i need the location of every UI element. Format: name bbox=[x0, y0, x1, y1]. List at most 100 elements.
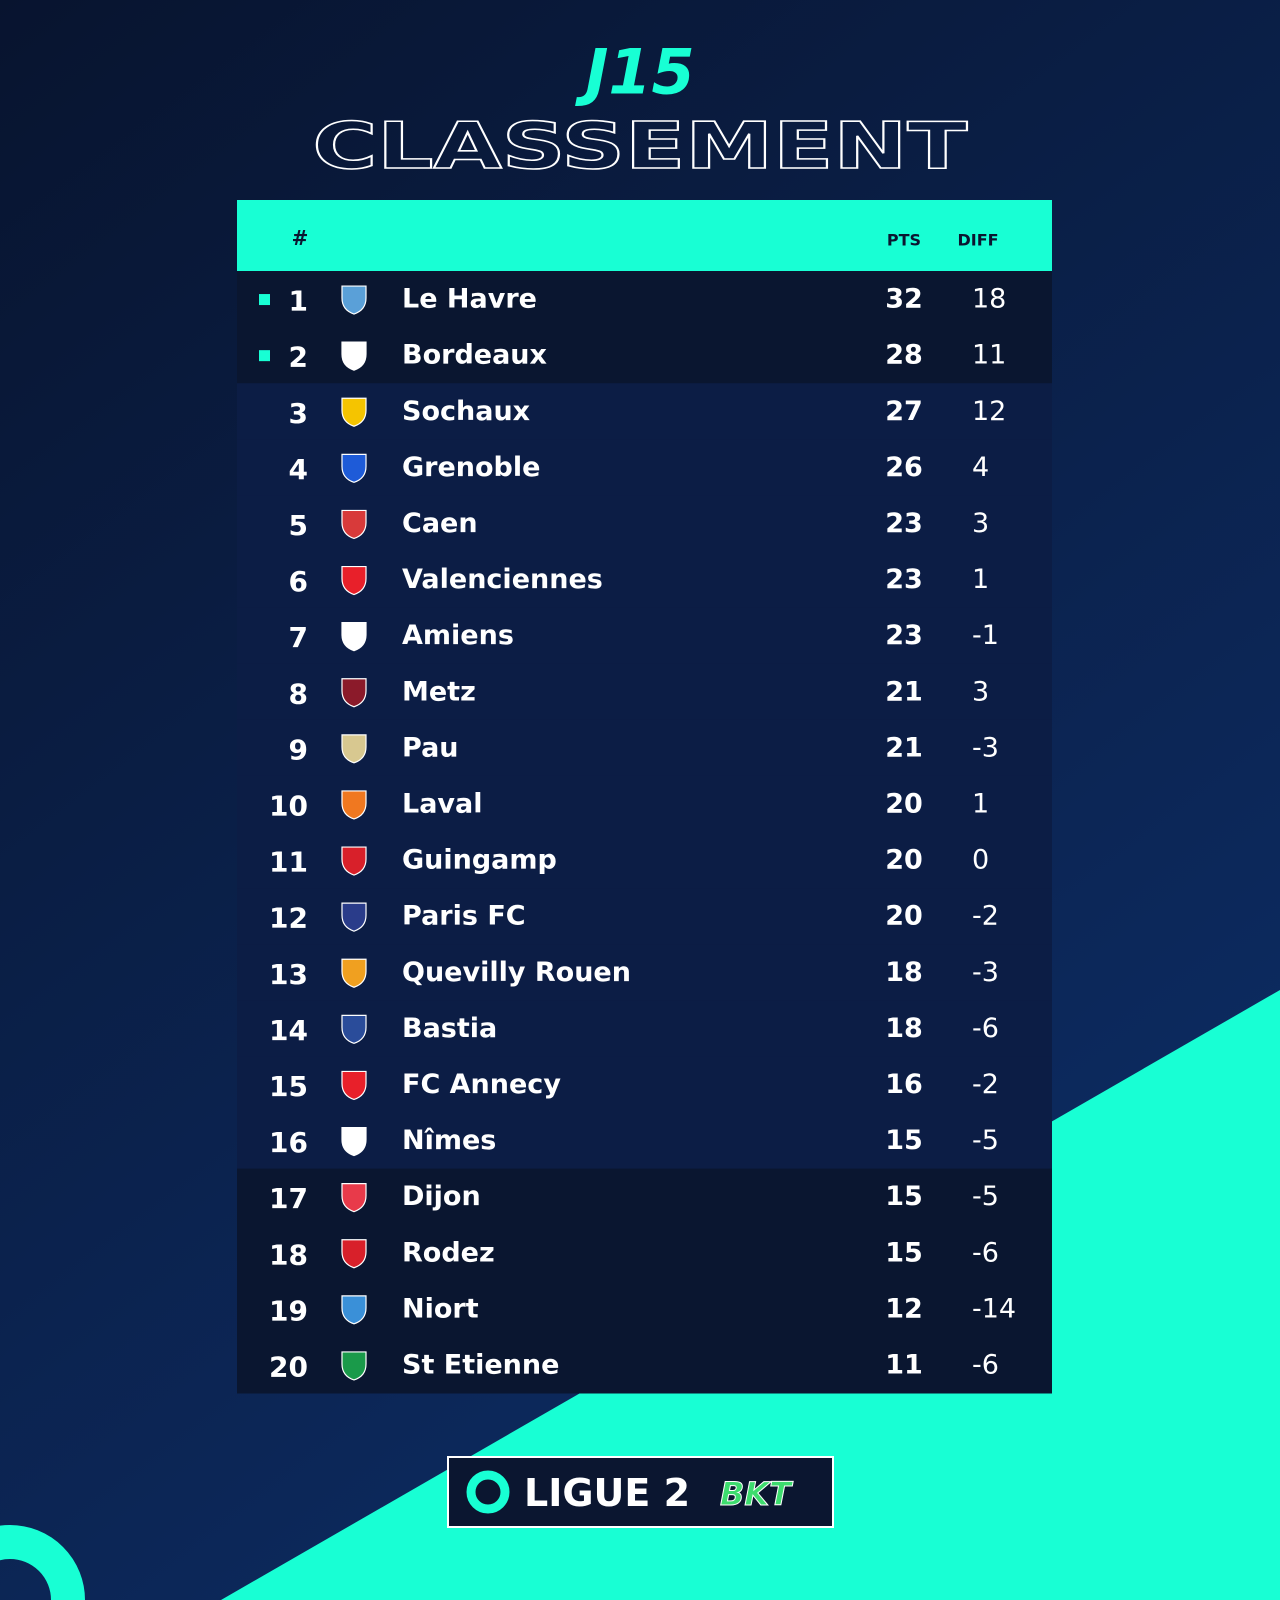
team-name: Valenciennes bbox=[402, 564, 603, 595]
team-crest bbox=[341, 1351, 367, 1381]
table-row bbox=[237, 1224, 1052, 1282]
diff-header: DIFF bbox=[957, 231, 998, 250]
round-title: J15 bbox=[574, 36, 694, 109]
team-crest bbox=[341, 902, 367, 932]
rank-header: # bbox=[292, 226, 309, 250]
rank: 5 bbox=[289, 509, 308, 542]
points: 23 bbox=[885, 508, 923, 539]
rank: 20 bbox=[269, 1350, 308, 1383]
table-row bbox=[237, 944, 1052, 1001]
table-row bbox=[237, 1168, 1052, 1226]
goal-difference: -14 bbox=[972, 1293, 1016, 1324]
table-row bbox=[237, 1000, 1052, 1057]
rank: 19 bbox=[269, 1294, 308, 1327]
league-logo bbox=[466, 1470, 510, 1514]
points: 18 bbox=[885, 1013, 923, 1044]
goal-difference: -1 bbox=[972, 620, 999, 651]
rank: 10 bbox=[269, 789, 308, 822]
team-crest bbox=[341, 1014, 367, 1044]
sponsor-name: BKT bbox=[720, 1475, 793, 1513]
points: 27 bbox=[885, 396, 923, 427]
corner-logo bbox=[0, 1525, 85, 1600]
rank: 1 bbox=[289, 285, 308, 318]
team-name: Niort bbox=[402, 1293, 479, 1324]
promotion-marker bbox=[259, 350, 270, 362]
points: 18 bbox=[885, 957, 923, 988]
team-crest bbox=[341, 678, 367, 708]
page-title: CLASSEMENT bbox=[313, 110, 968, 184]
goal-difference: -2 bbox=[972, 1069, 999, 1100]
points: 21 bbox=[885, 676, 923, 707]
table-row bbox=[237, 439, 1052, 496]
goal-difference: 1 bbox=[972, 564, 989, 595]
table-row bbox=[237, 1336, 1052, 1394]
team-name: Laval bbox=[402, 788, 483, 819]
table-row bbox=[237, 607, 1052, 665]
goal-difference: -3 bbox=[972, 957, 999, 988]
rank: 9 bbox=[289, 733, 308, 766]
table-row bbox=[237, 551, 1052, 609]
goal-difference: -5 bbox=[972, 1181, 999, 1212]
team-crest bbox=[341, 565, 367, 596]
points: 23 bbox=[885, 620, 923, 651]
goal-difference: 1 bbox=[972, 788, 989, 819]
team-name: Guingamp bbox=[402, 845, 557, 876]
rank: 11 bbox=[269, 846, 308, 879]
table-row bbox=[237, 832, 1052, 889]
rank: 7 bbox=[289, 621, 308, 654]
points: 20 bbox=[885, 845, 923, 876]
table-header bbox=[237, 200, 1052, 271]
rank: 14 bbox=[269, 1014, 308, 1047]
points: 15 bbox=[885, 1125, 923, 1156]
team-crest bbox=[341, 1239, 367, 1269]
table-row bbox=[237, 327, 1052, 384]
rank: 2 bbox=[289, 341, 308, 374]
goal-difference: 11 bbox=[972, 340, 1006, 371]
points: 20 bbox=[885, 901, 923, 932]
team-name: FC Annecy bbox=[402, 1069, 561, 1100]
team-crest bbox=[341, 509, 367, 540]
rank: 4 bbox=[289, 453, 308, 486]
team-name: Bastia bbox=[402, 1013, 497, 1044]
rank: 8 bbox=[289, 677, 308, 710]
team-crest bbox=[341, 1295, 367, 1325]
team-crest bbox=[341, 453, 367, 483]
table-row bbox=[237, 271, 1052, 328]
table-row bbox=[237, 775, 1052, 833]
league-name: LIGUE 2 bbox=[524, 1471, 690, 1515]
table-body: 1 Le Havre 32 182 Bordeaux 28 113 Sochaux 27 124 G… bbox=[237, 271, 1052, 1394]
rank: 3 bbox=[289, 397, 308, 430]
team-name: St Etienne bbox=[402, 1349, 559, 1380]
rank: 16 bbox=[269, 1126, 308, 1159]
team-name: Dijon bbox=[402, 1181, 481, 1212]
table-row bbox=[237, 888, 1052, 945]
team-name: Pau bbox=[402, 732, 459, 763]
promotion-marker bbox=[259, 294, 270, 306]
goal-difference: 3 bbox=[972, 508, 989, 539]
team-crest bbox=[341, 790, 367, 820]
points: 32 bbox=[885, 284, 923, 315]
team-name: Quevilly Rouen bbox=[402, 957, 631, 988]
rank: 13 bbox=[269, 958, 308, 991]
goal-difference: 0 bbox=[972, 845, 989, 876]
goal-difference: -6 bbox=[972, 1349, 999, 1380]
points: 21 bbox=[885, 732, 923, 763]
team-name: Metz bbox=[402, 676, 476, 707]
team-name: Grenoble bbox=[402, 452, 540, 483]
rank: 12 bbox=[269, 902, 308, 935]
points: 28 bbox=[885, 340, 923, 371]
goal-difference: 4 bbox=[972, 452, 989, 483]
points: 23 bbox=[885, 564, 923, 595]
table-row bbox=[237, 719, 1052, 777]
league-badge bbox=[447, 1456, 834, 1528]
goal-difference: -6 bbox=[972, 1237, 999, 1268]
table-row bbox=[237, 1280, 1052, 1338]
team-crest bbox=[341, 397, 367, 427]
table-row bbox=[237, 663, 1052, 721]
rank: 15 bbox=[269, 1070, 308, 1103]
points: 15 bbox=[885, 1237, 923, 1268]
rank: 17 bbox=[269, 1182, 308, 1215]
team-crest bbox=[341, 734, 367, 764]
table-row bbox=[237, 383, 1052, 440]
